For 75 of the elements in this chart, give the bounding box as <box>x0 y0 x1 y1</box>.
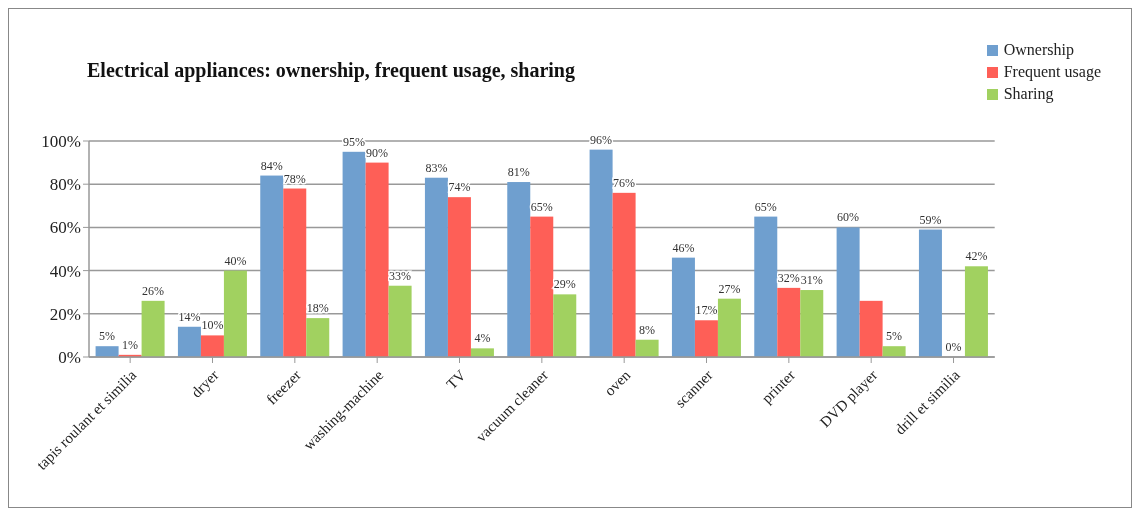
x-tick-label: TV <box>443 366 469 393</box>
data-label: 42% <box>965 249 988 264</box>
y-tick-label: 20% <box>49 304 81 324</box>
bar <box>635 339 659 357</box>
data-label: 40% <box>224 253 247 268</box>
data-label: 8% <box>639 322 656 337</box>
y-tick-label: 0% <box>58 348 81 368</box>
bar <box>470 348 494 357</box>
data-label: 76% <box>613 175 636 190</box>
x-tick-label: oven <box>601 366 634 399</box>
bar <box>694 320 718 357</box>
data-label: 5% <box>99 329 116 344</box>
data-label: 84% <box>260 158 283 173</box>
data-label: 5% <box>886 329 903 344</box>
legend-label: Frequent usage <box>1003 62 1101 83</box>
chart-title: Electrical appliances: ownership, frequent usage, sharing <box>87 59 575 82</box>
legend-label: Sharing <box>1003 84 1054 105</box>
data-label: 10% <box>201 318 224 333</box>
data-label: 27% <box>718 281 741 296</box>
data-label: 29% <box>553 277 576 292</box>
bar <box>447 197 471 357</box>
bar <box>836 227 860 357</box>
bar <box>223 270 247 357</box>
y-tick-label: 40% <box>49 261 81 281</box>
bar <box>859 300 883 357</box>
data-label: 1% <box>122 337 139 352</box>
bar <box>777 287 801 357</box>
data-label: 26% <box>142 283 165 298</box>
bar <box>964 266 988 357</box>
data-label: 65% <box>530 199 553 214</box>
bar <box>589 149 613 357</box>
data-label: 32% <box>777 270 800 285</box>
data-label: 14% <box>178 309 201 324</box>
data-label: 46% <box>672 240 695 255</box>
bar <box>177 326 201 357</box>
data-label: 33% <box>389 268 412 283</box>
bar <box>918 229 942 357</box>
data-label: 17% <box>695 303 718 318</box>
bar <box>424 177 448 357</box>
bar <box>754 216 778 357</box>
y-tick-label: 60% <box>49 218 81 238</box>
bar <box>671 257 695 357</box>
data-label: 90% <box>366 145 389 160</box>
bar <box>388 285 412 357</box>
bar <box>530 216 554 357</box>
data-label: 0% <box>945 340 962 354</box>
legend-label: Ownership <box>1003 40 1074 61</box>
bar <box>553 294 577 357</box>
y-tick-label: 100% <box>41 132 81 152</box>
data-label: 83% <box>425 160 448 175</box>
data-label: 18% <box>306 301 329 316</box>
bar <box>365 162 389 357</box>
y-tick-label: 80% <box>49 175 81 195</box>
bar <box>800 290 824 357</box>
bar <box>342 151 366 357</box>
bar <box>717 298 741 357</box>
data-label: 81% <box>507 165 530 180</box>
data-label: 74% <box>448 180 471 195</box>
data-label: 96% <box>590 132 613 147</box>
data-label: 31% <box>800 273 823 288</box>
data-label: 78% <box>283 171 306 186</box>
data-label: 60% <box>837 210 860 225</box>
bar <box>306 318 330 357</box>
bar <box>882 346 906 357</box>
data-label: 4% <box>474 331 491 346</box>
bar <box>200 335 224 357</box>
data-label: 59% <box>919 212 942 227</box>
bar <box>260 175 284 357</box>
data-label: 65% <box>754 199 777 214</box>
bar <box>283 188 307 357</box>
bar <box>141 300 165 357</box>
bar <box>95 346 119 357</box>
bar <box>612 192 636 357</box>
bar <box>507 182 531 357</box>
data-label: 95% <box>343 134 366 149</box>
